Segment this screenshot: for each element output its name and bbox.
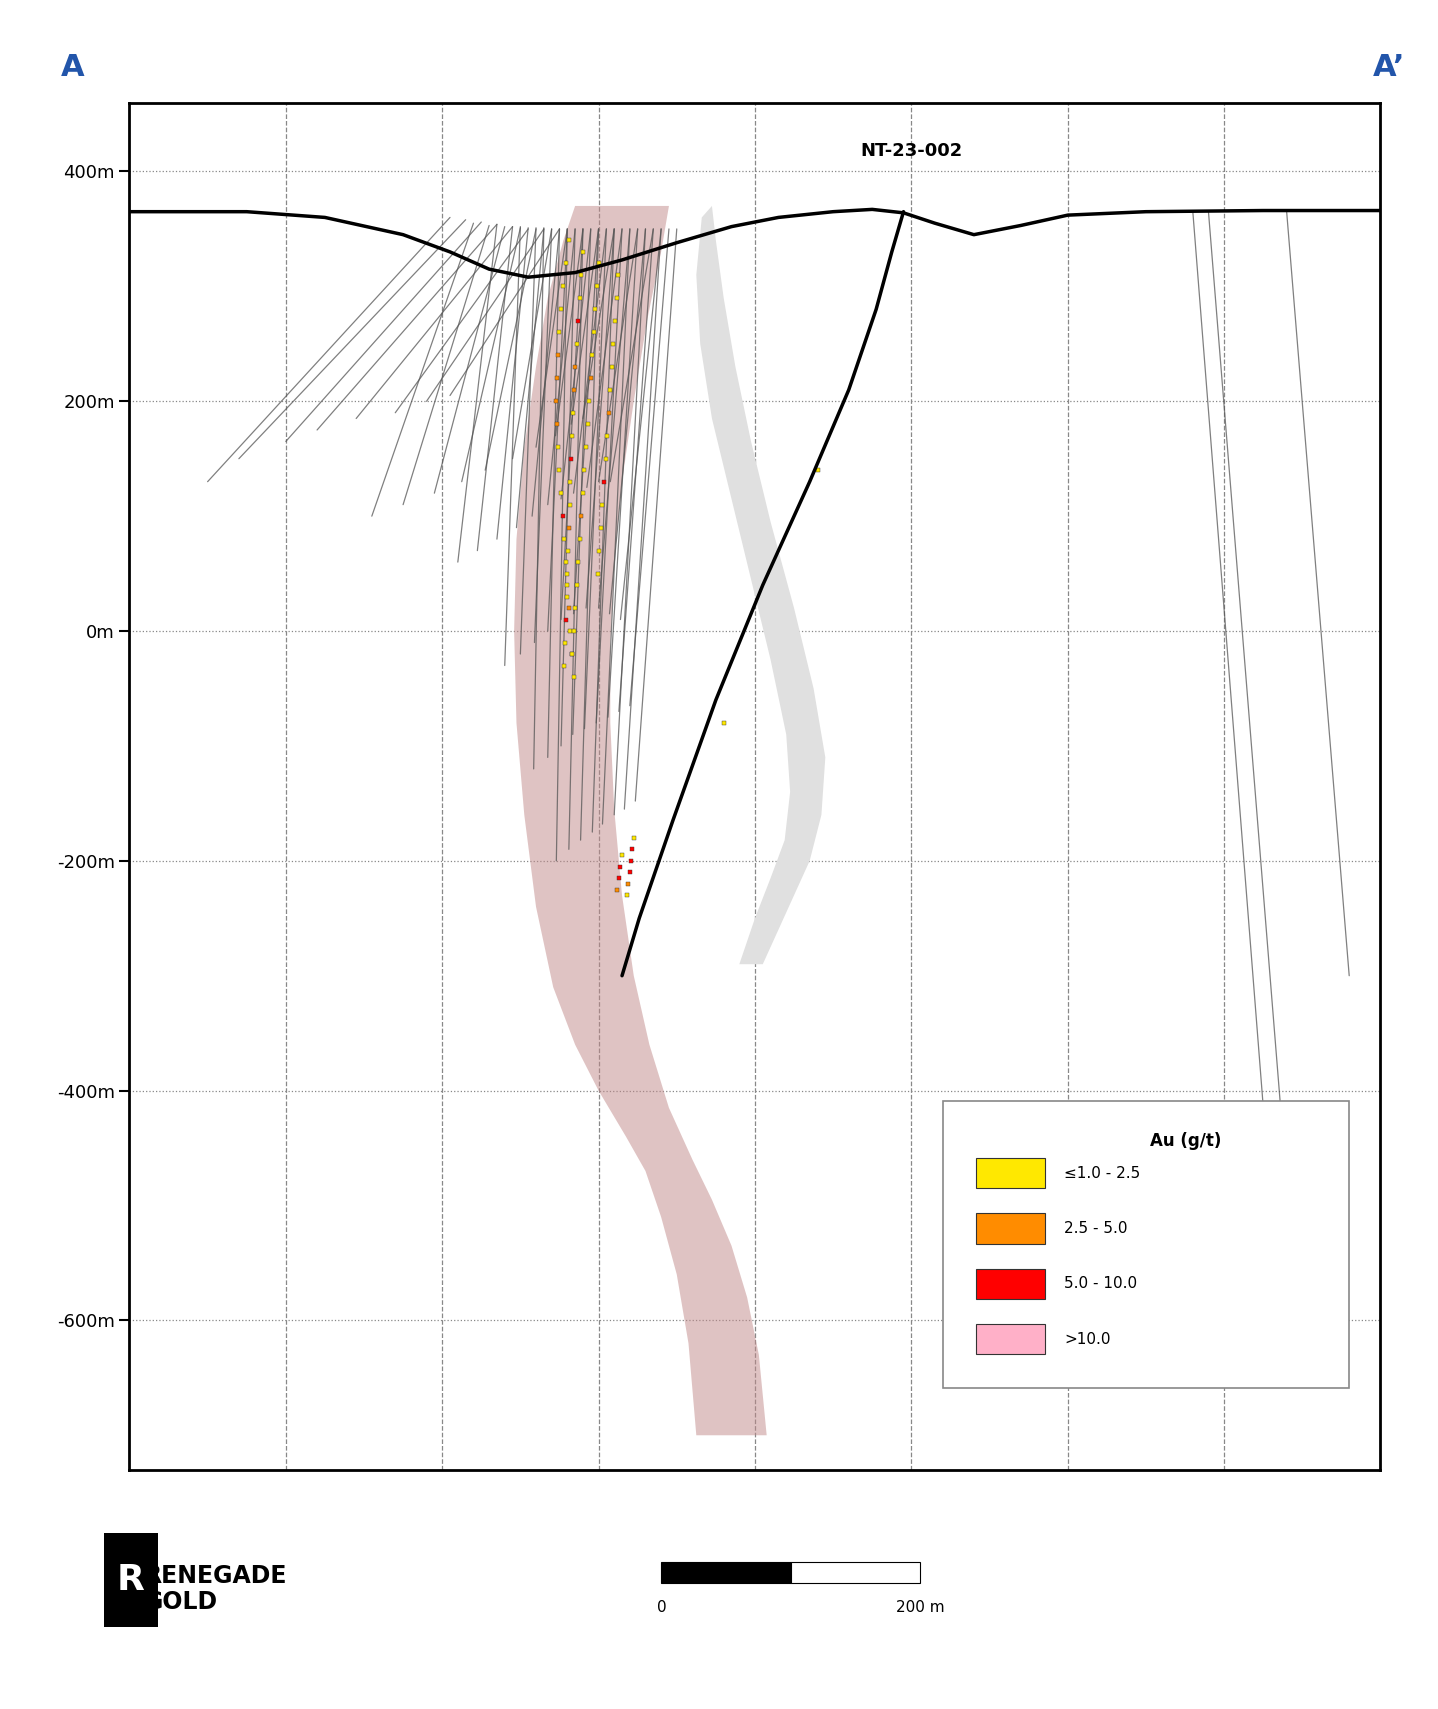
Text: 2.5 - 5.0: 2.5 - 5.0 xyxy=(1064,1220,1127,1236)
Text: ≤1.0 - 2.5: ≤1.0 - 2.5 xyxy=(1064,1166,1140,1181)
Bar xyxy=(976,1157,1045,1188)
Text: Au (g/t): Au (g/t) xyxy=(1149,1131,1221,1150)
Polygon shape xyxy=(515,207,766,1436)
Text: RENEGADE
GOLD: RENEGADE GOLD xyxy=(144,1564,288,1615)
Bar xyxy=(976,1268,1045,1299)
Text: NT-23-002: NT-23-002 xyxy=(860,142,962,161)
Text: 0: 0 xyxy=(657,1600,666,1615)
Text: 200 m: 200 m xyxy=(896,1600,945,1615)
Text: >10.0: >10.0 xyxy=(1064,1331,1110,1347)
Text: A: A xyxy=(60,53,85,82)
Bar xyxy=(976,1213,1045,1244)
Text: R: R xyxy=(116,1564,145,1596)
Polygon shape xyxy=(696,207,825,964)
Bar xyxy=(976,1324,1045,1355)
Text: A’: A’ xyxy=(1373,53,1405,82)
FancyBboxPatch shape xyxy=(942,1101,1349,1388)
Text: 5.0 - 10.0: 5.0 - 10.0 xyxy=(1064,1277,1137,1292)
